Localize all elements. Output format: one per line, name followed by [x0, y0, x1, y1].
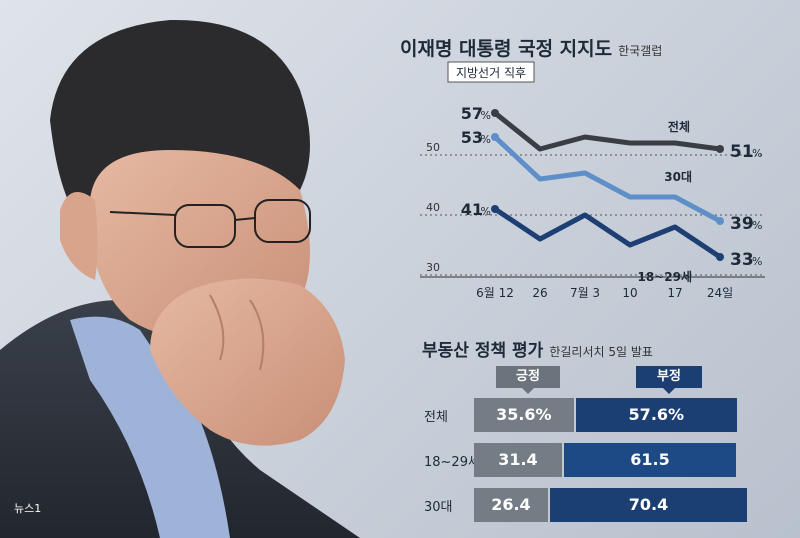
bar-chart-source: 한길리서치 5일 발표 [549, 345, 653, 359]
x-ticks: 6월 12 26 7월 3 10 17 24일 [476, 286, 733, 300]
legend-positive: 긍정 [496, 366, 560, 394]
end-value-label: 33 [730, 250, 754, 270]
bar-negative-segment: 57.6% [575, 398, 737, 432]
series-point [491, 205, 499, 213]
y-tick-label: 40 [426, 201, 440, 214]
start-value-unit: % [481, 205, 491, 218]
policy-bar-chart: 부동산 정책 평가 한길리서치 5일 발표 긍정 부정 전체 35.6% 57.6% 1… [400, 336, 800, 538]
series-point [716, 145, 724, 153]
series-name-label: 30대 [664, 170, 692, 184]
start-value-unit: % [481, 133, 491, 146]
annotation: 지방선거 직후 [447, 61, 535, 83]
bar-row-label: 18~29세 [424, 455, 480, 470]
bar-row: 30대 26.4 70.4 [400, 488, 800, 522]
end-value-label: 51 [730, 142, 754, 162]
annotation-box [447, 61, 535, 83]
legend-negative: 부정 [636, 366, 702, 394]
series-point [491, 109, 499, 117]
man-portrait-illustration [0, 19, 360, 538]
series-name-label: 18~29세 [638, 269, 693, 284]
line-chart-title: 이재명 대통령 국정 지지도 한국갤럽 [400, 34, 662, 61]
bar-row: 18~29세 31.4 61.5 [400, 443, 800, 477]
bar-negative-segment: 70.4 [549, 488, 748, 522]
bar-positive-segment: 26.4 [474, 488, 548, 522]
start-value-unit: % [481, 109, 491, 122]
start-value-label: 53 [461, 128, 483, 147]
series-line-2 [493, 206, 722, 260]
x-tick-label: 24일 [707, 286, 733, 300]
series-point [716, 217, 724, 225]
x-tick-label: 26 [532, 286, 547, 300]
x-tick-label: 17 [667, 286, 682, 300]
series-name-label: 전체 [668, 119, 690, 134]
line-chart-source: 한국갤럽 [618, 44, 663, 58]
series-point [491, 133, 499, 141]
bar-row-label: 전체 [424, 410, 448, 425]
photo-credit: 뉴스1 [14, 502, 42, 515]
y-tick-label: 30 [426, 261, 440, 274]
bar-positive-segment: 31.4 [474, 443, 562, 477]
end-value-label: 39 [730, 214, 754, 234]
bar-chart-title-text: 부동산 정책 평가 [422, 341, 544, 361]
bar-chart-title: 부동산 정책 평가 한길리서치 5일 발표 [422, 336, 653, 361]
x-tick-label: 7월 3 [570, 286, 600, 300]
line-chart-title-text: 이재명 대통령 국정 지지도 [400, 38, 613, 60]
y-ticks: 50 40 30 [426, 141, 440, 274]
bar-row-label: 30대 [424, 500, 453, 515]
series-line-0 [493, 111, 721, 152]
y-tick-label: 50 [426, 141, 440, 154]
series-lines [491, 109, 724, 261]
end-value-unit: % [752, 147, 762, 160]
x-tick-label: 6월 12 [476, 286, 514, 300]
start-value-label: 57 [461, 104, 483, 123]
bar-row: 전체 35.6% 57.6% [400, 398, 800, 432]
news-photo [0, 19, 360, 538]
end-value-unit: % [752, 255, 762, 268]
end-value-unit: % [752, 219, 762, 232]
approval-line-chart: 50 40 30 6월 12 26 7월 3 10 17 24일 57% 51% 전체 53% 39%… [400, 20, 800, 310]
x-tick-label: 10 [622, 286, 637, 300]
bar-negative-segment: 61.5 [563, 443, 737, 477]
start-value-label: 41 [461, 200, 483, 219]
grid-lines [420, 154, 765, 278]
series-point [716, 253, 724, 261]
bar-positive-segment: 35.6% [474, 398, 574, 432]
series-line-1 [493, 135, 722, 224]
annotation-text: 지방선거 직후 [456, 66, 526, 80]
